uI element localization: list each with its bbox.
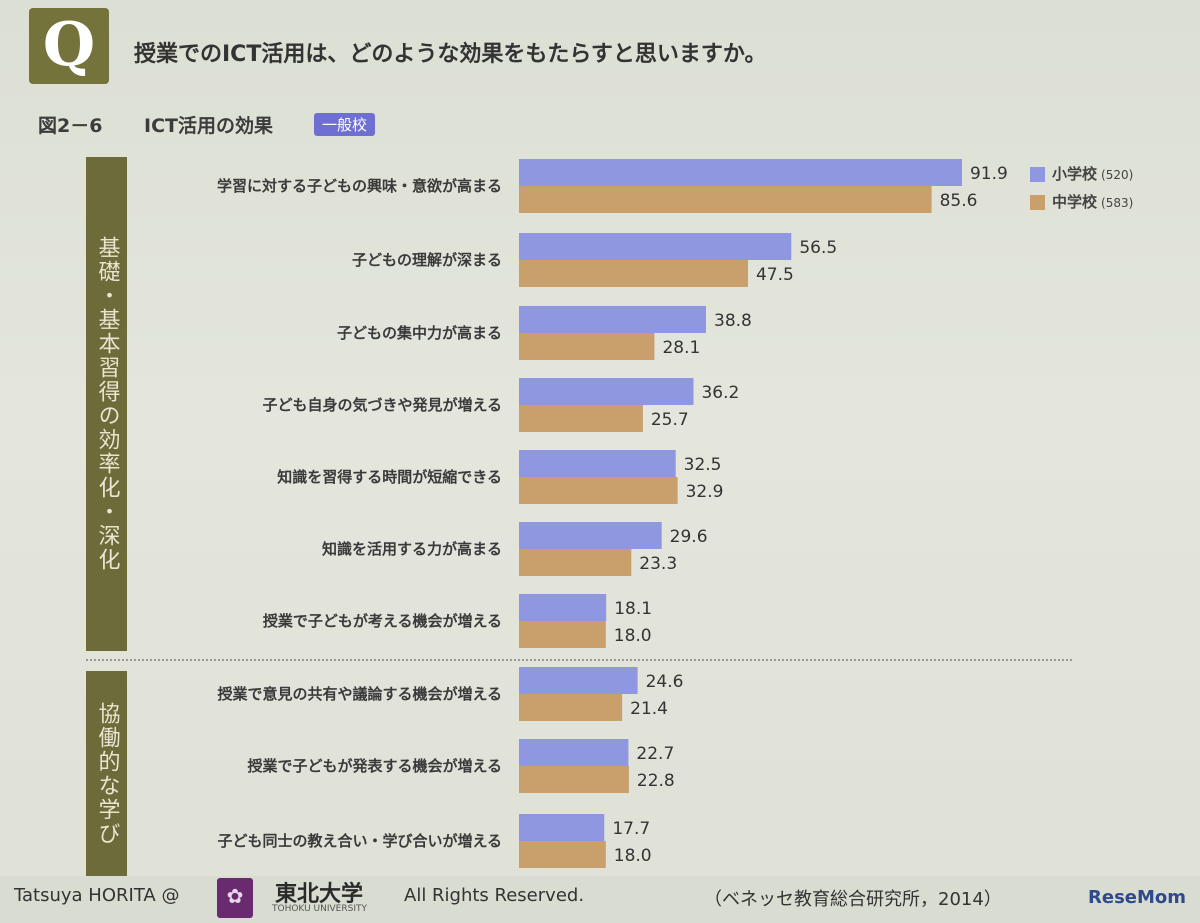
data-label-junior: 21.4 [630,699,668,719]
bar-junior [519,477,678,504]
question-badge-letter: Q [42,10,96,80]
data-label-elementary: 17.7 [612,819,650,839]
question-text: 授業でのICT活用は、どのような効果をもたらすと思いますか。 [134,42,767,67]
bar-junior [519,694,623,721]
data-label-elementary: 18.1 [614,599,652,619]
legend-swatch-elementary [1030,167,1045,182]
category-label: 学習に対する子どもの興味・意欲が高まる [217,177,502,195]
data-label-junior: 47.5 [756,265,794,285]
bar-elementary [519,667,638,694]
category-label: 授業で意見の共有や議論する機会が増える [217,685,502,703]
bar-elementary [519,159,962,186]
legend-swatch-junior [1030,195,1045,210]
data-label-elementary: 38.8 [714,311,752,331]
data-label-elementary: 56.5 [799,238,837,258]
category-label: 知識を習得する時間が短縮できる [277,468,502,486]
category-label: 子ども自身の気づきや発見が増える [262,396,502,414]
bar-elementary [519,739,629,766]
bar-junior [519,260,748,287]
question-badge: Q [29,8,109,84]
legend-junior-name: 中学校 [1052,193,1098,211]
data-label-elementary: 32.5 [684,455,722,475]
legend-elementary-n: (520) [1101,168,1134,182]
group-label-collaborative: 協働的な学び [86,671,127,876]
bar-elementary [519,522,662,549]
bar-junior [519,766,629,793]
data-label-junior: 28.1 [662,338,700,358]
data-label-elementary: 91.9 [970,164,1008,184]
legend-junior: 中学校 (583) [1030,191,1133,212]
watermark: ReseMom [1088,887,1187,908]
group-divider [86,659,1072,661]
data-label-junior: 25.7 [651,410,689,430]
bar-elementary [519,306,706,333]
data-label-elementary: 36.2 [701,383,739,403]
data-label-junior: 22.8 [637,771,675,791]
footer-author: Tatsuya HORITA @ [14,885,180,906]
bar-elementary [519,378,694,405]
group-label-basic: 基礎・基本習得の効率化・深化 [86,157,127,651]
footer-rights: All Rights Reserved. [404,885,585,906]
bar-junior [519,405,643,432]
legend-elementary: 小学校 (520) [1030,163,1133,184]
category-label: 子ども同士の教え合い・学び合いが増える [217,832,502,850]
footer-university: 東北大学 [275,882,364,907]
footer-bar [0,876,1200,923]
data-label-junior: 85.6 [940,191,978,211]
legend-elementary-name: 小学校 [1052,165,1098,183]
university-logo-mark: ✿ [226,884,244,908]
university-logo: ✿ [217,878,253,918]
data-label-elementary: 24.6 [646,672,684,692]
legend-junior-n: (583) [1101,196,1134,210]
bar-elementary [519,450,676,477]
bar-junior [519,186,932,213]
bar-junior [519,549,632,576]
data-label-junior: 32.9 [686,482,724,502]
bar-elementary [519,594,607,621]
category-label: 子どもの理解が深まる [352,251,502,269]
data-label-junior: 23.3 [639,554,677,574]
data-label-junior: 18.0 [614,626,652,646]
figure-tag: 一般校 [314,113,376,136]
figure-label: 図2－6 [38,115,103,137]
bar-elementary [519,814,605,841]
data-label-elementary: 22.7 [636,744,674,764]
bar-junior [519,621,606,648]
footer-source: （ベネッセ教育総合研究所，2014） [704,889,1002,910]
category-label: 知識を活用する力が高まる [322,540,502,558]
category-label: 授業で子どもが考える機会が増える [263,612,502,630]
data-label-elementary: 29.6 [670,527,708,547]
bar-junior [519,333,655,360]
data-label-junior: 18.0 [614,846,652,866]
footer-university-en: TOHOKU UNIVERSITY [272,904,367,914]
category-label: 授業で子どもが発表する機会が増える [247,757,502,775]
bar-elementary [519,233,792,260]
bar-junior [519,841,606,868]
category-label: 子どもの集中力が高まる [337,324,502,342]
figure-title: ICT活用の効果 [144,115,273,137]
